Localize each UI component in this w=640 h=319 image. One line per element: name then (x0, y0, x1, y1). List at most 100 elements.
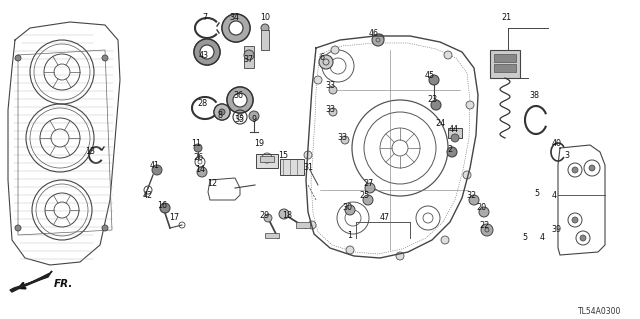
Circle shape (363, 195, 373, 205)
Bar (280, 159, 304, 175)
Bar (244, 46, 254, 68)
Text: 36: 36 (233, 92, 243, 100)
Circle shape (447, 147, 457, 157)
Bar (260, 156, 274, 162)
Circle shape (194, 144, 202, 152)
Text: 13: 13 (85, 147, 95, 157)
Text: 19: 19 (254, 139, 264, 149)
Text: 33: 33 (325, 106, 335, 115)
Text: 17: 17 (169, 213, 179, 222)
Circle shape (441, 236, 449, 244)
Text: 31: 31 (303, 162, 313, 172)
Circle shape (376, 34, 384, 42)
Text: 46: 46 (369, 29, 379, 39)
Text: 5: 5 (522, 234, 527, 242)
Text: 38: 38 (529, 92, 539, 100)
Text: 16: 16 (157, 201, 167, 210)
Text: 21: 21 (501, 13, 511, 23)
Text: 32: 32 (466, 191, 476, 201)
Text: 3: 3 (564, 151, 570, 160)
Circle shape (346, 246, 354, 254)
Circle shape (102, 225, 108, 231)
Text: 8: 8 (218, 112, 223, 121)
Circle shape (451, 134, 459, 142)
Text: 33: 33 (325, 81, 335, 91)
Circle shape (233, 93, 247, 107)
Circle shape (365, 183, 375, 193)
Text: 22: 22 (479, 221, 489, 231)
Circle shape (152, 165, 162, 175)
Text: FR.: FR. (54, 279, 74, 289)
Circle shape (396, 252, 404, 260)
Circle shape (329, 108, 337, 116)
Circle shape (194, 39, 220, 65)
Circle shape (15, 225, 21, 231)
Text: 14: 14 (195, 166, 205, 174)
Text: 27: 27 (363, 180, 373, 189)
Text: 24: 24 (435, 120, 445, 129)
Text: 6: 6 (319, 54, 324, 63)
Text: 47: 47 (380, 213, 390, 222)
Text: 15: 15 (278, 152, 288, 160)
Bar (261, 30, 269, 50)
Text: 33: 33 (337, 133, 347, 143)
Text: 34: 34 (229, 13, 239, 23)
Text: 26: 26 (193, 153, 203, 162)
Circle shape (314, 76, 322, 84)
Circle shape (214, 104, 230, 120)
Circle shape (279, 209, 289, 219)
Circle shape (469, 195, 479, 205)
Text: 30: 30 (342, 203, 352, 211)
Text: 43: 43 (199, 50, 209, 60)
Circle shape (264, 214, 272, 222)
Circle shape (229, 21, 243, 35)
Circle shape (580, 235, 586, 241)
Circle shape (331, 46, 339, 54)
Text: 9: 9 (252, 115, 257, 124)
Text: 4: 4 (540, 234, 545, 242)
Text: TL54A0300: TL54A0300 (579, 308, 621, 316)
Text: 20: 20 (476, 204, 486, 212)
Bar (490, 50, 520, 78)
Bar (494, 54, 516, 62)
Bar (448, 128, 462, 138)
Circle shape (341, 136, 349, 144)
Circle shape (160, 203, 170, 213)
Circle shape (249, 111, 259, 121)
Circle shape (15, 55, 21, 61)
Polygon shape (10, 271, 52, 292)
Circle shape (329, 86, 337, 94)
Text: 7: 7 (202, 13, 207, 23)
Bar (256, 154, 278, 168)
Text: 12: 12 (207, 179, 217, 188)
Text: 41: 41 (150, 160, 160, 169)
Text: 1: 1 (348, 232, 353, 241)
Text: 11: 11 (191, 139, 201, 149)
Text: 35: 35 (234, 115, 244, 124)
Circle shape (102, 55, 108, 61)
Circle shape (222, 14, 250, 42)
Circle shape (227, 87, 253, 113)
Circle shape (197, 167, 207, 177)
Circle shape (481, 224, 493, 236)
Circle shape (429, 75, 439, 85)
Text: 29: 29 (260, 211, 270, 220)
Circle shape (572, 217, 578, 223)
Text: 42: 42 (143, 191, 153, 201)
Text: 28: 28 (197, 100, 207, 108)
Text: 10: 10 (260, 13, 270, 23)
Circle shape (466, 101, 474, 109)
Text: 2: 2 (447, 145, 452, 154)
Circle shape (244, 50, 254, 60)
Circle shape (444, 51, 452, 59)
Bar (265, 233, 279, 238)
Circle shape (431, 100, 441, 110)
Circle shape (261, 24, 269, 32)
Circle shape (479, 207, 489, 217)
Text: 40: 40 (552, 139, 562, 149)
Text: 4: 4 (552, 190, 557, 199)
Text: 25: 25 (360, 191, 370, 201)
Circle shape (345, 205, 355, 215)
Text: 5: 5 (534, 189, 540, 198)
Bar (494, 64, 516, 72)
